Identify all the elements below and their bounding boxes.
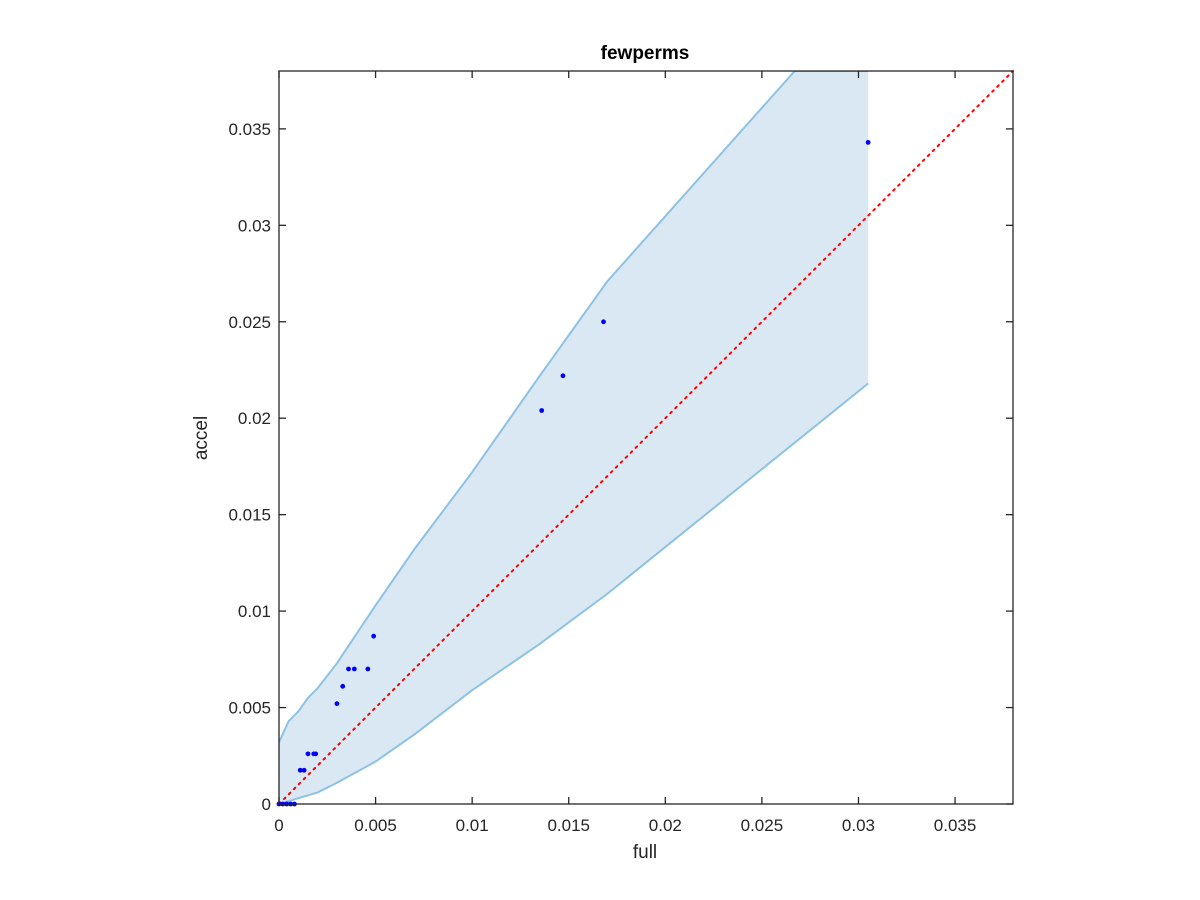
data-point (539, 408, 545, 413)
data-point (334, 701, 340, 707)
axes-layer (278, 70, 1014, 805)
y-tick-label: 0 (262, 795, 271, 814)
data-point (601, 319, 606, 325)
y-axis-label: accel (191, 416, 212, 460)
y-tick-label: 0.035 (228, 120, 271, 139)
data-point (340, 683, 346, 689)
data-point (371, 633, 377, 639)
ticks-layer: 0 0.005 0.01 0.015 0.02 0.025 0.03 0.035 0 0.005 0… (228, 71, 1013, 835)
reference-line-layer (278, 70, 1014, 805)
data-point (297, 767, 303, 773)
y-tick-label: 0.025 (228, 313, 271, 332)
data-point (365, 666, 371, 672)
reference-line (278, 70, 1014, 805)
y-tick-label: 0.02 (238, 409, 271, 428)
data-point (560, 373, 566, 379)
band-lower-edge (279, 382, 869, 804)
chart-title: fewperms (601, 43, 690, 64)
confidence-band-layer (279, 71, 869, 804)
x-tick-label: 0.02 (649, 816, 682, 835)
axes-box (278, 70, 1014, 805)
x-tick-label: 0.015 (547, 816, 590, 835)
x-axis-label: full (633, 842, 657, 863)
data-point (301, 767, 307, 773)
y-tick-label: 0.01 (238, 602, 271, 621)
x-tick-label: 0.005 (354, 816, 397, 835)
data-point (313, 751, 319, 757)
band-fill (279, 71, 869, 804)
data-points-layer (276, 139, 871, 807)
data-point (351, 666, 357, 672)
x-tick-label: 0.025 (741, 816, 784, 835)
data-point (865, 139, 871, 145)
x-tick-label: 0.035 (934, 816, 977, 835)
band-upper-edge (279, 71, 869, 743)
x-tick-label: 0.03 (842, 816, 875, 835)
y-tick-label: 0.005 (228, 699, 271, 718)
y-tick-label: 0.03 (238, 216, 271, 235)
x-tick-label: 0 (274, 816, 283, 835)
data-point (305, 751, 311, 757)
y-tick-label: 0.015 (228, 506, 271, 525)
data-point (346, 666, 351, 672)
x-tick-label: 0.01 (456, 816, 489, 835)
